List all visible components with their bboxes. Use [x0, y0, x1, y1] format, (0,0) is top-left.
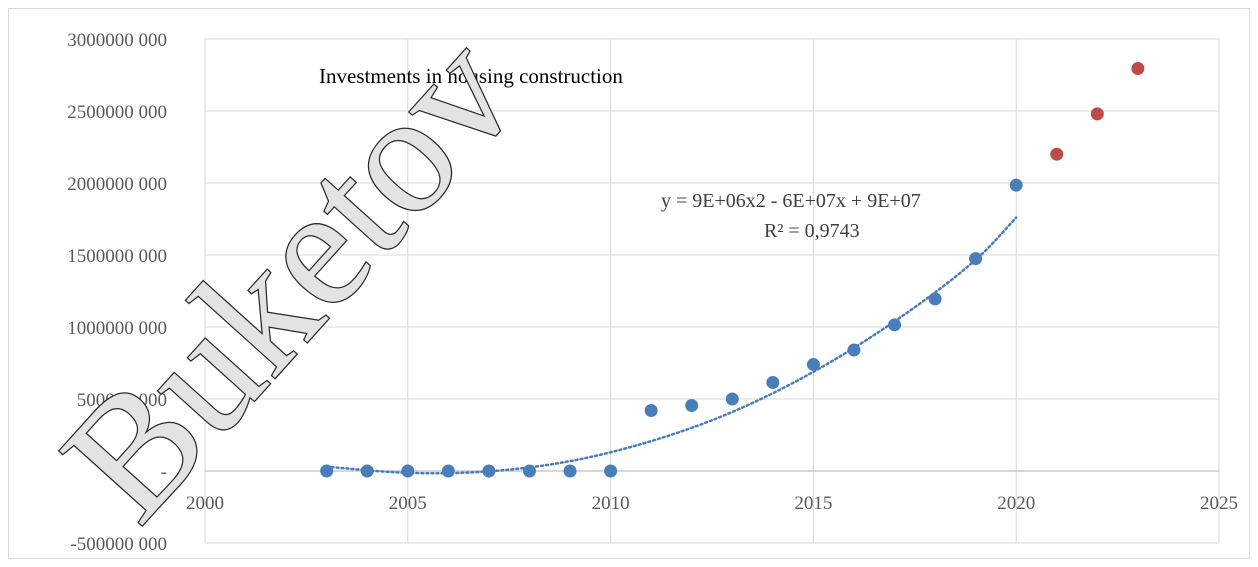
x-tick-label: 2025 — [1200, 493, 1238, 514]
data-points — [320, 62, 1145, 478]
data-point — [685, 398, 699, 412]
data-point — [888, 318, 902, 332]
x-tick-label: 2000 — [186, 493, 224, 514]
trendline-equation: y = 9E+06x2 - 6E+07x + 9E+07 — [661, 190, 921, 212]
data-point — [441, 464, 455, 478]
grid-lines — [204, 38, 1220, 544]
data-point — [360, 464, 374, 478]
y-tick-label: 1500000 000 — [67, 246, 167, 267]
data-point — [969, 252, 983, 266]
data-point — [766, 375, 780, 389]
data-point — [806, 357, 820, 371]
x-tick-label: 2015 — [794, 493, 832, 514]
y-tick-label: 3000000 000 — [67, 30, 167, 51]
y-tick-label: 2500000 000 — [67, 102, 167, 123]
y-tick-label: - — [161, 462, 167, 483]
y-tick-label: -500000 000 — [70, 534, 167, 555]
y-tick-label: 1000000 000 — [67, 318, 167, 339]
trendline — [325, 216, 1018, 475]
data-point — [928, 292, 942, 306]
data-point — [644, 404, 658, 418]
y-tick-label: 2000000 000 — [67, 174, 167, 195]
data-point — [604, 464, 618, 478]
data-point — [725, 392, 739, 406]
data-point — [1009, 178, 1023, 192]
data-point — [563, 464, 577, 478]
x-tick-label: 2005 — [389, 493, 427, 514]
data-point — [401, 464, 415, 478]
data-point — [320, 464, 334, 478]
data-point — [847, 343, 861, 357]
y-tick-label: 500000 000 — [77, 390, 167, 411]
data-point — [522, 464, 536, 478]
forecast-point — [1050, 147, 1064, 161]
chart-frame: -500000 000-500000 000 1000000 000 1500000… — [8, 8, 1250, 559]
r-squared: R² = 0,9743 — [764, 220, 860, 242]
forecast-point — [1090, 107, 1104, 121]
forecast-point — [1131, 62, 1145, 76]
x-tick-label: 2010 — [592, 493, 630, 514]
x-tick-label: 2020 — [997, 493, 1035, 514]
chart-title: Investments in housing construction — [319, 64, 623, 88]
data-point — [482, 464, 496, 478]
trendline-group — [325, 216, 1018, 475]
